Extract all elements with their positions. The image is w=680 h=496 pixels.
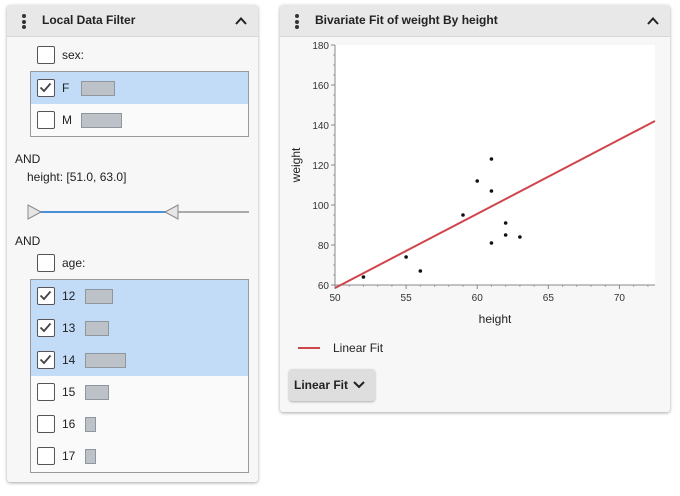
data-point [503, 221, 508, 225]
x-tick-label: 55 [401, 293, 413, 304]
linear-fit-menu-button[interactable]: Linear Fit [289, 369, 375, 401]
y-tick-label: 160 [312, 81, 329, 92]
sex-f-label: F [62, 81, 70, 95]
fit-menu-kebab-icon[interactable] [294, 14, 300, 29]
scatter-chart: 60 80 100 120 140 160 180 50 55 60 65 70 height we… [289, 41, 656, 326]
age-15-count-bar [85, 385, 109, 400]
height-range-slider[interactable] [25, 203, 253, 221]
sex-f-count-bar [81, 81, 115, 96]
y-tick-label: 140 [312, 121, 329, 132]
y-tick-label: 120 [312, 161, 329, 172]
linear-fit-button-label: Linear Fit [294, 378, 349, 392]
y-tick-label: 180 [312, 41, 329, 52]
y-tick-label: 60 [318, 281, 330, 292]
age-12-checkbox[interactable] [37, 287, 55, 305]
fit-collapse-chevron-up-icon[interactable] [646, 14, 660, 28]
filter-panel-header: Local Data Filter [7, 5, 258, 37]
filter-panel-title: Local Data Filter [42, 13, 136, 27]
check-icon [39, 290, 52, 301]
age-17-label: 17 [62, 449, 76, 463]
chevron-down-icon [353, 381, 365, 389]
data-point [489, 189, 494, 193]
legend-label: Linear Fit [333, 341, 384, 355]
age-16-label: 16 [62, 417, 76, 431]
data-point [518, 235, 522, 239]
filter-menu-kebab-icon[interactable] [21, 14, 27, 29]
age-select-all-checkbox[interactable] [37, 254, 55, 272]
data-point [418, 269, 423, 273]
x-tick-label: 70 [614, 293, 626, 304]
age-list: 12 13 14 15 16 17 [30, 279, 249, 473]
y-tick-label: 100 [312, 201, 329, 212]
data-point [404, 255, 408, 259]
age-item-13[interactable]: 13 [31, 312, 248, 344]
sex-select-all-checkbox[interactable] [37, 46, 55, 64]
local-data-filter-panel: Local Data Filter sex: F M AND height: [… [7, 5, 258, 482]
sex-item-m[interactable]: M [31, 104, 248, 136]
sex-m-checkbox[interactable] [37, 111, 55, 129]
x-tick-label: 60 [472, 293, 484, 304]
data-point [489, 157, 494, 161]
age-13-label: 13 [62, 321, 76, 335]
sex-m-count-bar [81, 113, 122, 128]
x-axis-title: height [479, 312, 512, 326]
age-17-checkbox[interactable] [37, 447, 55, 465]
age-item-17[interactable]: 17 [31, 440, 248, 472]
sex-item-f[interactable]: F [31, 72, 248, 104]
x-tick-label: 50 [329, 293, 341, 304]
age-13-count-bar [85, 321, 109, 336]
age-item-15[interactable]: 15 [31, 376, 248, 408]
data-point [475, 179, 480, 183]
age-item-14[interactable]: 14 [31, 344, 248, 376]
age-12-count-bar [85, 289, 113, 304]
age-15-checkbox[interactable] [37, 383, 55, 401]
and-connector-2: AND [15, 234, 41, 248]
filter-collapse-chevron-up-icon[interactable] [234, 14, 248, 28]
age-15-label: 15 [62, 385, 76, 399]
age-label: age: [62, 256, 86, 270]
age-12-label: 12 [62, 289, 76, 303]
x-tick-label: 65 [543, 293, 555, 304]
age-14-label: 14 [62, 353, 76, 367]
slider-high-handle-icon [163, 204, 179, 220]
fit-panel-title: Bivariate Fit of weight By height [315, 13, 498, 27]
legend-line-swatch [298, 347, 320, 349]
age-14-checkbox[interactable] [37, 351, 55, 369]
age-item-16[interactable]: 16 [31, 408, 248, 440]
data-point [503, 233, 508, 237]
age-13-checkbox[interactable] [37, 319, 55, 337]
check-icon [39, 82, 52, 93]
height-range-label: height: [51.0, 63.0] [27, 170, 127, 184]
sex-m-label: M [62, 113, 72, 127]
plot-area [335, 45, 655, 285]
linear-fit-line [334, 120, 656, 289]
age-14-count-bar [85, 353, 126, 368]
sex-f-checkbox[interactable] [37, 79, 55, 97]
and-connector-1: AND [15, 152, 41, 166]
fit-panel-header: Bivariate Fit of weight By height [280, 5, 670, 37]
sex-list: F M [30, 71, 249, 137]
sex-label: sex: [62, 48, 85, 62]
y-axis-title: weight [289, 147, 303, 183]
data-point [489, 241, 494, 245]
check-icon [39, 354, 52, 365]
check-icon [39, 322, 52, 333]
y-tick-label: 80 [318, 241, 330, 252]
data-point [461, 213, 465, 217]
age-16-checkbox[interactable] [37, 415, 55, 433]
age-16-count-bar [85, 417, 96, 432]
slider-low-handle-icon [27, 204, 43, 220]
data-point [361, 275, 366, 279]
age-17-count-bar [85, 449, 96, 464]
age-item-12[interactable]: 12 [31, 280, 248, 312]
